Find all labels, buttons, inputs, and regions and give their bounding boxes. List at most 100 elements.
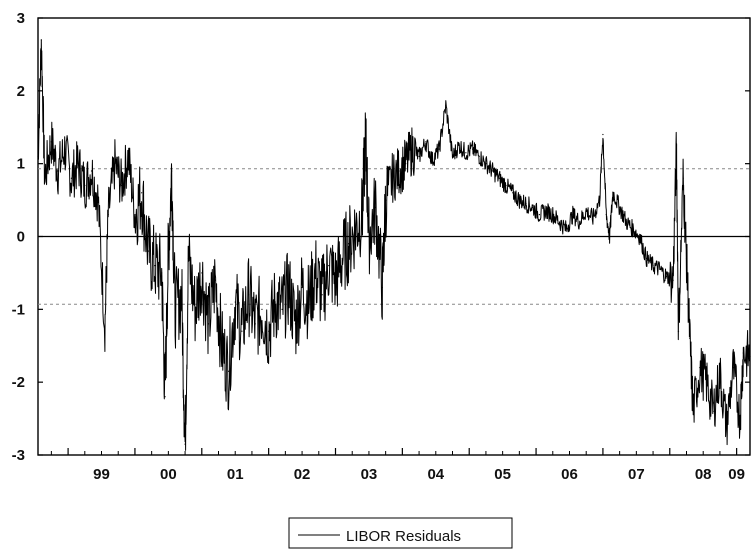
- data-point: [645, 257, 647, 259]
- data-point: [321, 294, 323, 296]
- data-point: [659, 268, 661, 270]
- data-point: [465, 152, 467, 154]
- data-point: [368, 235, 370, 238]
- data-point: [385, 199, 387, 201]
- data-point: [194, 308, 196, 310]
- data-point: [201, 272, 203, 274]
- data-point: [167, 250, 169, 252]
- data-point: [625, 221, 627, 223]
- data-point: [458, 144, 460, 147]
- data-point: [726, 425, 728, 427]
- data-point: [609, 235, 611, 238]
- data-point: [234, 301, 236, 303]
- data-point: [164, 396, 166, 398]
- data-point: [518, 199, 520, 201]
- data-point: [538, 214, 541, 216]
- x-tick-label: 02: [294, 466, 311, 483]
- data-point: [354, 228, 357, 230]
- legend-box: [288, 517, 513, 549]
- data-point: [498, 177, 500, 179]
- data-point: [598, 199, 601, 201]
- data-point: [154, 265, 156, 267]
- data-point: [505, 184, 507, 187]
- data-point: [207, 323, 210, 325]
- data-point: [221, 345, 223, 347]
- data-point: [147, 250, 149, 252]
- data-point: [605, 214, 607, 216]
- y-tick-label: -1: [12, 301, 25, 318]
- data-point: [478, 155, 480, 157]
- data-point: [184, 443, 186, 445]
- data-point: [672, 279, 674, 281]
- data-point: [677, 330, 680, 332]
- data-point: [418, 155, 420, 157]
- x-tick-label: 03: [361, 466, 378, 483]
- data-point: [107, 214, 109, 216]
- data-point: [552, 214, 554, 216]
- x-tick-label: 06: [561, 466, 578, 483]
- data-point: [749, 356, 751, 358]
- data-point: [97, 199, 99, 201]
- data-point: [565, 228, 567, 230]
- data-point: [532, 206, 534, 208]
- data-point: [268, 330, 270, 332]
- data-point: [361, 214, 363, 216]
- data-point: [592, 217, 594, 219]
- data-point: [742, 352, 744, 354]
- data-point: [705, 381, 708, 383]
- data-point: [485, 163, 487, 165]
- data-point: [314, 272, 317, 274]
- data-point: [171, 170, 173, 172]
- x-tick-label: 07: [628, 466, 645, 483]
- data-point: [90, 170, 93, 172]
- data-point: [398, 170, 400, 172]
- data-point: [348, 243, 350, 245]
- data-point: [104, 326, 106, 329]
- data-point: [732, 367, 734, 369]
- data-point: [375, 206, 377, 208]
- y-tick-label: 0: [17, 229, 25, 246]
- y-tick-label: -3: [12, 447, 25, 464]
- data-point: [585, 210, 587, 212]
- data-point: [254, 323, 256, 325]
- data-point: [84, 184, 86, 187]
- legend-label: LIBOR Residuals: [346, 528, 461, 545]
- data-point: [301, 286, 303, 289]
- data-point: [274, 301, 276, 303]
- data-point: [328, 265, 330, 267]
- data-point: [405, 163, 407, 165]
- data-point: [364, 137, 367, 139]
- data-point: [602, 133, 604, 136]
- data-point: [44, 177, 46, 179]
- x-tick-label: 00: [160, 466, 177, 483]
- data-point: [70, 177, 73, 179]
- data-point: [141, 192, 143, 194]
- data-point: [692, 410, 694, 412]
- data-point: [425, 141, 427, 143]
- data-point: [281, 308, 283, 310]
- data-point: [37, 155, 39, 157]
- data-point: [381, 286, 383, 289]
- data-point: [471, 148, 474, 150]
- series-line: [37, 39, 751, 451]
- data-point: [181, 294, 183, 296]
- x-tick-label: 09: [728, 466, 745, 483]
- data-point: [134, 214, 136, 216]
- data-point: [241, 330, 243, 332]
- series-layer: [37, 39, 751, 451]
- data-point: [719, 374, 721, 376]
- data-point: [334, 279, 337, 281]
- y-tick-label: 3: [17, 10, 25, 27]
- data-point: [675, 144, 678, 147]
- x-tick-label: 99: [93, 466, 110, 483]
- data-point: [341, 257, 343, 259]
- data-point: [391, 177, 393, 179]
- data-point: [652, 265, 654, 267]
- data-point: [612, 192, 614, 194]
- data-point: [451, 155, 454, 157]
- data-point: [161, 272, 163, 274]
- data-point: [114, 163, 116, 165]
- y-tick-label: -2: [12, 374, 25, 391]
- legend: LIBOR Residuals: [288, 517, 513, 549]
